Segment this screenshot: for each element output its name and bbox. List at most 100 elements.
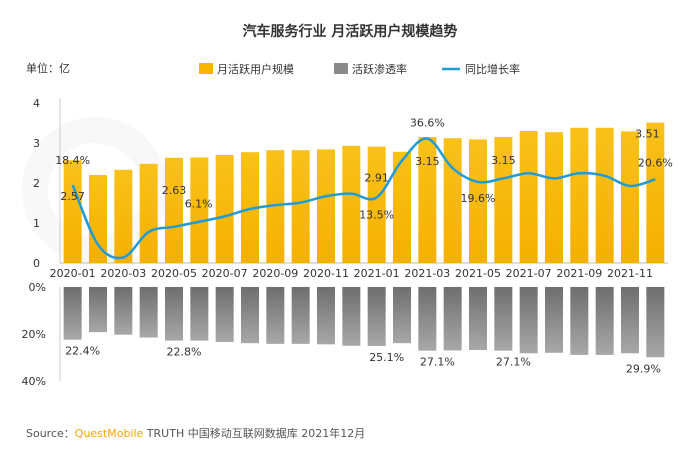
mau-bar <box>494 137 513 263</box>
penetration-bar <box>443 287 462 351</box>
mau-bar <box>317 149 335 263</box>
legend-swatch-penetration <box>334 63 348 74</box>
mau-bar <box>621 131 639 263</box>
mau-bar <box>570 127 589 263</box>
penetration-bar <box>89 287 107 333</box>
penetration-bar <box>494 287 513 351</box>
penetration-bar <box>570 287 589 355</box>
source-rest: TRUTH 中国移动互联网数据库 2021年12月 <box>143 426 365 440</box>
penetration-data-label: 22.4% <box>65 345 100 358</box>
top-y-tick-label: 4 <box>33 97 40 110</box>
mau-bar <box>342 145 361 263</box>
growth-data-label: 19.6% <box>461 192 496 205</box>
mau-data-label: 3.15 <box>415 155 440 168</box>
penetration-bar <box>595 287 614 355</box>
penetration-bar <box>241 287 259 344</box>
bottom-y-tick-label: 40% <box>22 375 46 388</box>
source-note: Source：QuestMobile TRUTH 中国移动互联网数据库 2021… <box>26 426 365 440</box>
legend-label-penetration: 活跃渗透率 <box>352 62 407 76</box>
penetration-bar <box>114 287 133 335</box>
top-y-tick-label: 3 <box>33 137 40 150</box>
source-brand: QuestMobile <box>75 427 144 440</box>
penetration-bar <box>165 287 183 341</box>
mau-data-label: 3.15 <box>491 154 516 167</box>
penetration-bar <box>190 287 209 341</box>
penetration-data-label: 27.1% <box>496 356 531 369</box>
penetration-bar <box>545 287 563 353</box>
x-tick-label: 2020-09 <box>252 267 298 280</box>
penetration-bar <box>317 287 335 345</box>
penetration-bar <box>469 287 487 350</box>
mau-bar <box>646 122 665 263</box>
growth-data-label: 18.4% <box>55 154 90 167</box>
penetration-bar <box>342 287 361 346</box>
penetration-bar <box>621 287 639 354</box>
growth-rate-line <box>71 137 656 260</box>
top-y-tick-label: 1 <box>33 217 40 230</box>
penetration-bar <box>139 287 158 338</box>
x-tick-label: 2020-05 <box>151 267 197 280</box>
mau-bars <box>63 122 665 263</box>
x-tick-label: 2021-01 <box>354 267 400 280</box>
x-tick-label: 2020-01 <box>50 267 96 280</box>
growth-data-label: 36.6% <box>410 117 445 130</box>
mau-bar <box>443 138 462 263</box>
penetration-bars <box>63 287 665 358</box>
penetration-data-label: 22.8% <box>167 346 202 359</box>
penetration-bar <box>215 287 234 342</box>
mau-bar <box>63 160 82 263</box>
mau-bar <box>291 150 310 263</box>
axes: 0 1 2 3 4 2020-01 2020-03 2020-05 2020-07 2020-09… <box>22 97 668 388</box>
bottom-y-tick-label: 0% <box>29 281 46 294</box>
growth-data-label: 20.6% <box>638 156 673 169</box>
mau-bar <box>393 151 411 263</box>
top-y-tick-label: 0 <box>33 257 40 270</box>
penetration-bar <box>367 287 386 346</box>
bottom-y-tick-label: 20% <box>22 328 46 341</box>
legend-label-growth: 同比增长率 <box>465 62 520 76</box>
mau-bar <box>165 157 183 263</box>
growth-data-label: 13.5% <box>359 208 394 221</box>
growth-line-layer <box>71 137 656 260</box>
mau-bar <box>241 152 259 263</box>
mau-bar <box>190 157 209 263</box>
penetration-data-label: 25.1% <box>369 351 404 364</box>
mau-data-label: 3.51 <box>635 128 660 141</box>
penetration-bar <box>266 287 285 344</box>
penetration-bar <box>646 287 665 358</box>
penetration-bar <box>519 287 538 354</box>
x-tick-label: 2021-03 <box>404 267 450 280</box>
penetration-bar <box>63 287 82 340</box>
mau-bar <box>215 155 234 263</box>
x-tick-label: 2021-07 <box>506 267 552 280</box>
source-prefix: Source： <box>26 427 75 440</box>
mau-data-label: 2.91 <box>364 172 389 185</box>
mau-bar <box>114 169 133 263</box>
penetration-bar <box>393 287 411 344</box>
mau-bar <box>545 132 563 263</box>
penetration-bar <box>291 287 310 344</box>
mau-data-label: 2.57 <box>60 190 85 203</box>
x-tick-label: 2021-09 <box>556 267 602 280</box>
x-tick-label: 2021-11 <box>607 267 653 280</box>
chart-title: 汽车服务行业 月活跃用户规模趋势 <box>243 23 458 40</box>
mau-bar <box>367 146 386 263</box>
growth-data-label: 6.1% <box>185 197 213 210</box>
mau-bar <box>418 137 437 263</box>
mau-bar <box>89 175 107 263</box>
legend-label-mau: 月活跃用户规模 <box>217 62 294 76</box>
mau-bar <box>519 131 538 263</box>
data-labels: 2.57 2.63 2.91 3.15 3.15 3.51 18.4% 6.1% 13.5% 36… <box>55 117 673 376</box>
x-tick-label: 2020-03 <box>100 267 146 280</box>
legend-swatch-mau <box>199 63 213 74</box>
mau-bar <box>266 150 285 263</box>
legend: 月活跃用户规模 活跃渗透率 同比增长率 <box>199 62 520 76</box>
mau-bar <box>469 139 487 263</box>
x-tick-label: 2021-05 <box>455 267 501 280</box>
penetration-data-label: 29.9% <box>626 362 661 375</box>
x-tick-label: 2020-07 <box>202 267 248 280</box>
penetration-bar <box>418 287 437 351</box>
mau-data-label: 2.63 <box>162 184 187 197</box>
